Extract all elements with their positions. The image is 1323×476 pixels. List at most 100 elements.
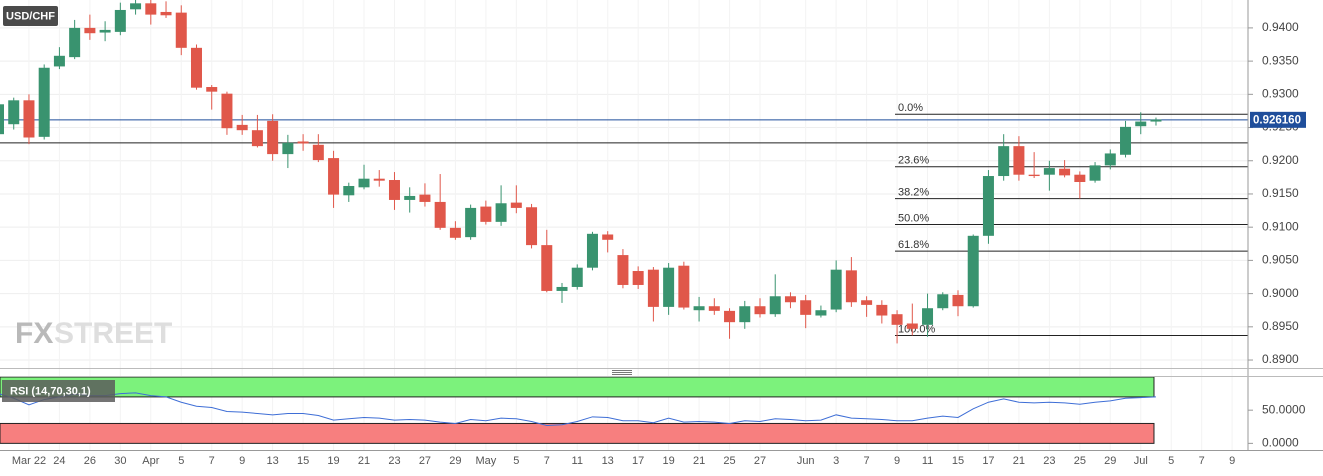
candle-body [617,255,629,285]
x-tick-label: 11 [572,455,583,467]
candle-body [1013,146,1025,175]
candle-body [251,130,263,147]
candle-body [982,176,994,236]
rsi-zone [0,422,1155,444]
candle-body [480,206,492,222]
candle-body [0,104,4,135]
candle-body [845,270,857,303]
y-tick-label: 0.9200 [1262,153,1299,167]
candle-body [830,269,842,310]
candle-body [297,141,309,144]
y-tick-label: 0.9000 [1262,286,1299,300]
candle-body [678,265,690,308]
candle-body [632,271,644,285]
candle-body [190,47,202,88]
x-tick-label: Apr [142,455,159,467]
candle-body [541,245,553,291]
candle-body [221,93,233,129]
candle-body [1059,168,1071,176]
candle-body [175,12,187,48]
candle-body [708,306,720,311]
y-tick-label: 0.8950 [1262,319,1299,333]
x-tick-label: 7 [544,455,550,467]
candle-body [130,3,142,10]
x-tick-label: 30 [114,455,126,467]
x-tick-label: 27 [419,455,431,467]
watermark-street: STREET [54,317,172,350]
x-tick-label: 29 [1104,455,1116,467]
x-tick-label: Mar 22 [12,455,46,467]
price-panel: 0.0%23.6%38.2%50.0%61.8%100.0% [0,0,1248,344]
candle-body [160,11,172,16]
candle-body [922,308,934,325]
last-price-label: 0.926160 [1253,114,1301,126]
x-tick-label: 5 [1168,455,1174,467]
candle-body [236,124,248,131]
candle-body [1089,165,1101,181]
x-tick-label: 19 [327,455,339,467]
candle-body [571,267,583,287]
candle-body [1028,174,1040,177]
candle-body [937,294,949,309]
rsi-line [0,392,1157,426]
candle-body [586,233,598,268]
x-tick-label: 25 [723,455,735,467]
candle-body [465,207,477,238]
x-tick-label: 24 [53,455,65,467]
candle-body [1043,168,1055,175]
symbol-badge [3,6,58,26]
x-tick-label: 29 [449,455,461,467]
candle-body [739,306,751,323]
x-tick-label: 23 [1043,455,1055,467]
x-tick-label: 21 [1013,455,1025,467]
fib-label: 0.0% [898,102,923,114]
candle-body [861,300,873,305]
candle-body [434,201,446,228]
candle-body [38,67,50,137]
candle-body [952,294,964,307]
x-tick-label: 13 [602,455,614,467]
candle-body [1074,174,1086,183]
candle-body [419,194,431,202]
x-tick-label: 7 [1199,455,1205,467]
candle-body [206,87,218,92]
candle-body [328,158,340,195]
candle-body [388,180,400,200]
x-tick-label: May [475,455,496,467]
x-tick-label: 9 [894,455,900,467]
x-tick-label: 23 [388,455,400,467]
candle-body [84,27,96,34]
x-tick-label: 11 [922,455,933,467]
y-tick-label: 0.9050 [1262,253,1299,267]
candle-body [1104,153,1116,166]
fib-label: 61.8% [898,239,929,251]
candle-body [754,306,766,315]
candle-body [815,310,827,316]
x-tick-label: 7 [209,455,215,467]
x-tick-label: Jun [797,455,815,467]
candle-body [769,296,781,315]
x-tick-label: 25 [1074,455,1086,467]
indicator-badge[interactable] [2,380,115,402]
x-tick-label: 5 [178,455,184,467]
candle-body [449,227,461,238]
candle-body [343,185,355,196]
y-tick-label: 0.8900 [1262,352,1299,366]
x-tick-label: 9 [1229,455,1235,467]
y-tick-label: 0.9100 [1262,219,1299,233]
candle-body [53,55,65,67]
x-tick-label: 26 [84,455,96,467]
candle-body [495,203,507,222]
candle-body [526,207,538,246]
rsi-panel [0,377,1157,444]
x-tick-label: 15 [297,455,309,467]
candle-body [663,267,675,307]
x-tick-label: 19 [662,455,674,467]
rsi-zone [0,377,1155,398]
candle-body [693,306,705,311]
indicator-title: RSI (14,70,30,1) [10,385,91,397]
candle-body [358,178,370,188]
last-price-badge [1250,111,1306,128]
x-tick-label: 21 [693,455,705,467]
candle-body [145,3,157,15]
